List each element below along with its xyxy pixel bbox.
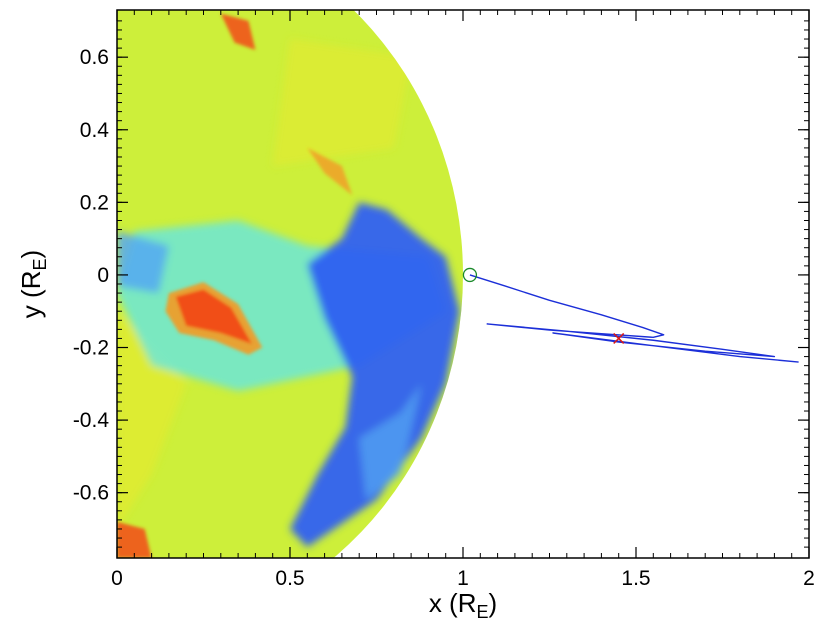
- map-region-blue-inner: [359, 383, 422, 500]
- start-circle-marker: [462, 267, 478, 283]
- series-layer: [462, 267, 799, 363]
- map-region-red-patch: [175, 289, 252, 344]
- y-axis-title-sub: E: [30, 258, 50, 270]
- map-region-top-red: [220, 13, 256, 50]
- map-region-bottom-red: [117, 521, 152, 558]
- y-tick-label: -0.2: [73, 337, 109, 360]
- y-tick-label: 0.2: [80, 191, 109, 214]
- x-axis-title-sub: E: [476, 602, 488, 622]
- x-tick-label: 2: [803, 567, 815, 590]
- x-tick-label: 1: [457, 567, 469, 590]
- map-region-upper-yellow: [272, 39, 412, 167]
- y-tick-label: 0.4: [80, 119, 110, 142]
- map-region-lower-left: [117, 311, 187, 529]
- y-tick-label: -0.4: [73, 409, 110, 432]
- x-axis-title-main: x (R: [429, 588, 477, 618]
- map-region-orange-streak: [307, 147, 353, 196]
- x-marker: [613, 332, 625, 344]
- x-tick-label: 1.5: [621, 567, 650, 590]
- map-region-blue-band: [290, 202, 460, 548]
- y-tick-label: -0.6: [73, 482, 109, 505]
- map-region-left-blue: [117, 231, 169, 294]
- y-axis-title-close: ): [16, 250, 46, 259]
- orbit-line-0: [469, 274, 799, 363]
- x-tick-label: 0.5: [275, 567, 304, 590]
- y-tick-label: 0.6: [80, 46, 109, 69]
- ionospheric-map: [117, 10, 463, 558]
- axes: 0 0.5 1 1.5 2 -0.6 -0.4 -0.2 0 0.2 0.4 0.6: [73, 10, 815, 590]
- x-axis-title-close: ): [489, 588, 498, 618]
- y-tick-label: 0: [97, 264, 109, 287]
- x-tick-label: 0: [111, 567, 123, 590]
- x-marker-stroke-b: [613, 332, 625, 344]
- y-axis-title: y (RE): [16, 250, 50, 318]
- x-axis-title: x (RE): [429, 588, 497, 622]
- y-axis-title-main: y (R: [16, 271, 46, 319]
